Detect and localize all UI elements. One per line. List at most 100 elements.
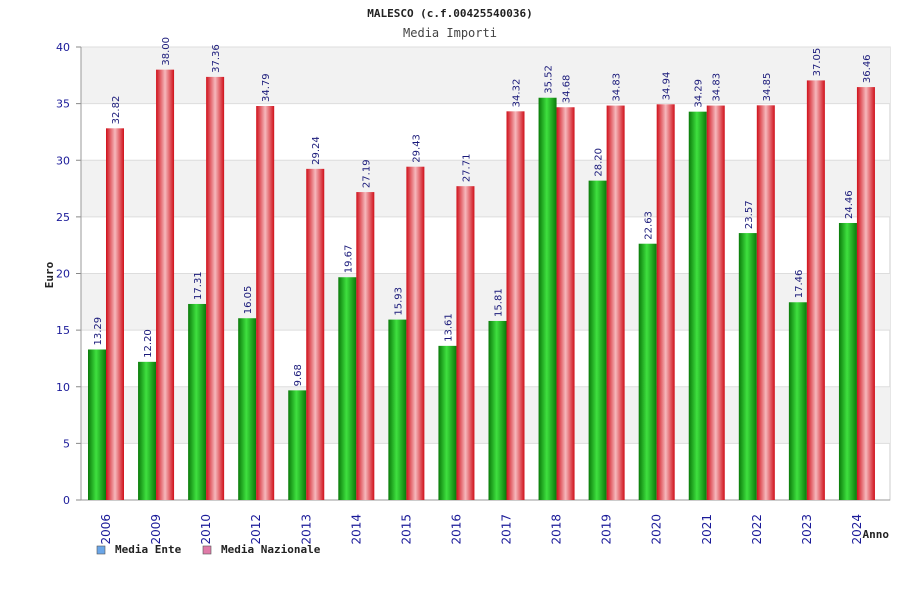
data-label: 16.05 [243, 286, 254, 315]
data-label: 17.31 [193, 271, 204, 300]
x-axis-ticks: 2006 2009 2010 2012 2013 2014 2015 2016 2017 2018… [99, 514, 864, 545]
data-label: 15.81 [494, 288, 505, 317]
bar-media-nazionale [406, 166, 425, 500]
x-tick-label: 2024 [850, 514, 864, 545]
chart-subtitle: Media Importi [403, 26, 497, 40]
data-label: 12.20 [143, 329, 154, 358]
data-label: 28.20 [594, 148, 605, 177]
bar-media-ente [238, 318, 257, 500]
data-label: 17.46 [794, 270, 805, 299]
x-tick-label: 2023 [800, 514, 814, 545]
data-label: 36.46 [862, 54, 873, 83]
data-label: 9.68 [293, 364, 304, 386]
data-label: 38.00 [161, 37, 172, 66]
data-label: 29.24 [311, 136, 322, 165]
x-tick-label: 2020 [650, 514, 664, 545]
bar-media-ente [438, 345, 457, 500]
y-tick-label: 15 [56, 324, 70, 337]
bar-media-ente [288, 390, 307, 500]
data-labels-group: 13.29 32.82 12.20 38.00 17.31 37.36 16.05 34.79… [93, 37, 873, 386]
data-label: 34.83 [612, 73, 623, 102]
data-label: 13.61 [443, 313, 454, 342]
data-label: 34.29 [694, 79, 705, 108]
bar-media-nazionale [756, 105, 775, 500]
bar-media-nazionale [556, 107, 575, 501]
data-label: 13.29 [93, 317, 104, 346]
bar-media-ente [488, 320, 507, 500]
bar-media-ente [188, 303, 207, 500]
data-label: 23.57 [744, 200, 755, 229]
bar-media-nazionale [156, 69, 175, 501]
x-tick-label: 2016 [449, 514, 463, 545]
legend-swatch [96, 545, 106, 555]
legend-swatch [202, 545, 212, 555]
data-label: 32.82 [111, 96, 122, 125]
x-tick-label: 2019 [600, 514, 614, 545]
y-tick-label: 10 [56, 381, 70, 394]
bar-media-ente [638, 243, 657, 500]
bar-media-ente [338, 277, 357, 500]
data-label: 27.71 [461, 154, 472, 183]
bar-media-nazionale [106, 128, 124, 500]
x-tick-label: 2014 [349, 514, 363, 545]
legend: Media Ente Media Nazionale [96, 543, 321, 556]
bar-media-nazionale [856, 87, 875, 500]
y-tick-label: 30 [56, 154, 70, 167]
data-label: 34.79 [261, 73, 272, 102]
y-tick-label: 40 [56, 41, 70, 54]
bar-media-ente [738, 233, 757, 500]
bar-media-nazionale [806, 80, 825, 500]
x-tick-label: 2017 [500, 514, 514, 545]
data-label: 34.85 [762, 73, 773, 102]
bar-media-nazionale [656, 104, 675, 500]
bar-media-nazionale [456, 186, 475, 500]
y-tick-label: 0 [63, 494, 70, 507]
y-axis-ticks: 0 5 10 15 20 25 30 35 40 [56, 41, 70, 507]
data-label: 37.36 [211, 44, 222, 73]
x-tick-label: 2013 [299, 514, 313, 545]
x-tick-label: 2012 [249, 514, 263, 545]
x-tick-label: 2021 [700, 514, 714, 545]
data-label: 15.93 [393, 287, 404, 316]
x-tick-label: 2009 [149, 514, 163, 545]
y-axis-label: Euro [43, 261, 56, 288]
x-tick-label: 2015 [399, 514, 413, 545]
data-label: 37.05 [812, 48, 823, 77]
x-tick-label: 2010 [199, 514, 213, 545]
bar-media-nazionale [356, 192, 375, 501]
y-tick-label: 5 [63, 437, 70, 450]
data-label: 27.19 [361, 159, 372, 188]
bars-group [88, 69, 875, 501]
legend-label: Media Ente [115, 543, 182, 556]
bar-media-nazionale [706, 105, 725, 501]
bar-media-nazionale [256, 106, 275, 501]
bar-media-ente [688, 111, 707, 501]
bar-media-ente [88, 349, 106, 500]
bar-media-nazionale [506, 111, 525, 501]
x-tick-label: 2022 [750, 514, 764, 545]
data-label: 35.52 [544, 65, 555, 94]
bar-media-ente [538, 97, 557, 501]
data-label: 22.63 [644, 211, 655, 240]
legend-label: Media Nazionale [221, 543, 321, 556]
data-label: 34.83 [712, 73, 723, 102]
bar-media-ente [838, 222, 857, 501]
x-tick-label: 2006 [99, 514, 113, 545]
data-label: 34.32 [512, 79, 523, 108]
bar-media-ente [788, 302, 807, 500]
data-label: 34.68 [562, 75, 573, 104]
bar-media-nazionale [306, 168, 325, 500]
data-label: 19.67 [343, 245, 354, 274]
bar-media-ente [138, 361, 157, 500]
x-tick-label: 2018 [550, 514, 564, 545]
y-tick-label: 25 [56, 211, 70, 224]
data-label: 34.94 [662, 72, 673, 101]
bar-media-ente [388, 319, 407, 500]
x-axis-label: Anno [863, 528, 890, 541]
data-label: 29.43 [411, 134, 422, 163]
bar-media-ente [588, 180, 607, 500]
chart-title: MALESCO (c.f.00425540036) [367, 7, 533, 20]
bar-media-nazionale [206, 76, 225, 500]
y-tick-label: 20 [56, 268, 70, 281]
